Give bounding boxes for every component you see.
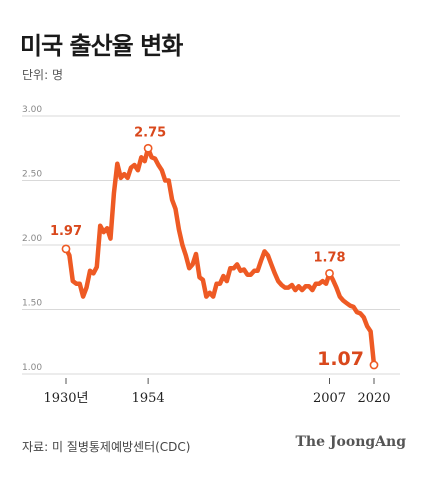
data-point-marker [143,143,153,153]
x-tick-label: 1954 [132,391,165,406]
y-axis-ticks: 1.00 1.50 2.00 2.50 3.00 [22,105,42,373]
x-tick-label: 2020 [357,391,390,406]
y-tick-label: 3.00 [22,105,42,115]
x-tick-label: 2007 [313,391,346,406]
data-label: 2.75 [134,125,166,140]
y-tick-label: 1.50 [22,299,42,309]
unit-label: 단위: 명 [22,68,63,82]
series-lines [63,146,377,368]
y-tick-label: 1.00 [22,363,42,373]
y-tick-label: 2.00 [22,234,42,244]
page-title: 미국 출산율 변화 [20,32,183,60]
annotation-markers: 1.97 2.75 1.78 1.07 [50,125,379,370]
x-tick-label: 1930년 [43,391,88,406]
data-point-marker [325,268,334,278]
data-label: 1.97 [50,224,82,239]
data-point-marker [61,244,71,254]
source-note: 자료: 미 질병통제예방센터(CDC) [22,440,191,454]
data-label: 1.78 [313,250,345,265]
series-line [63,146,377,368]
x-axis-ticks: 1930년 1954 2007 2020 [43,378,391,406]
y-tick-label: 2.50 [22,170,42,180]
brand-logo: The JoongAng [295,434,406,450]
data-point-marker [369,360,379,370]
grid-lines [22,115,400,375]
data-label: 1.07 [317,348,364,370]
